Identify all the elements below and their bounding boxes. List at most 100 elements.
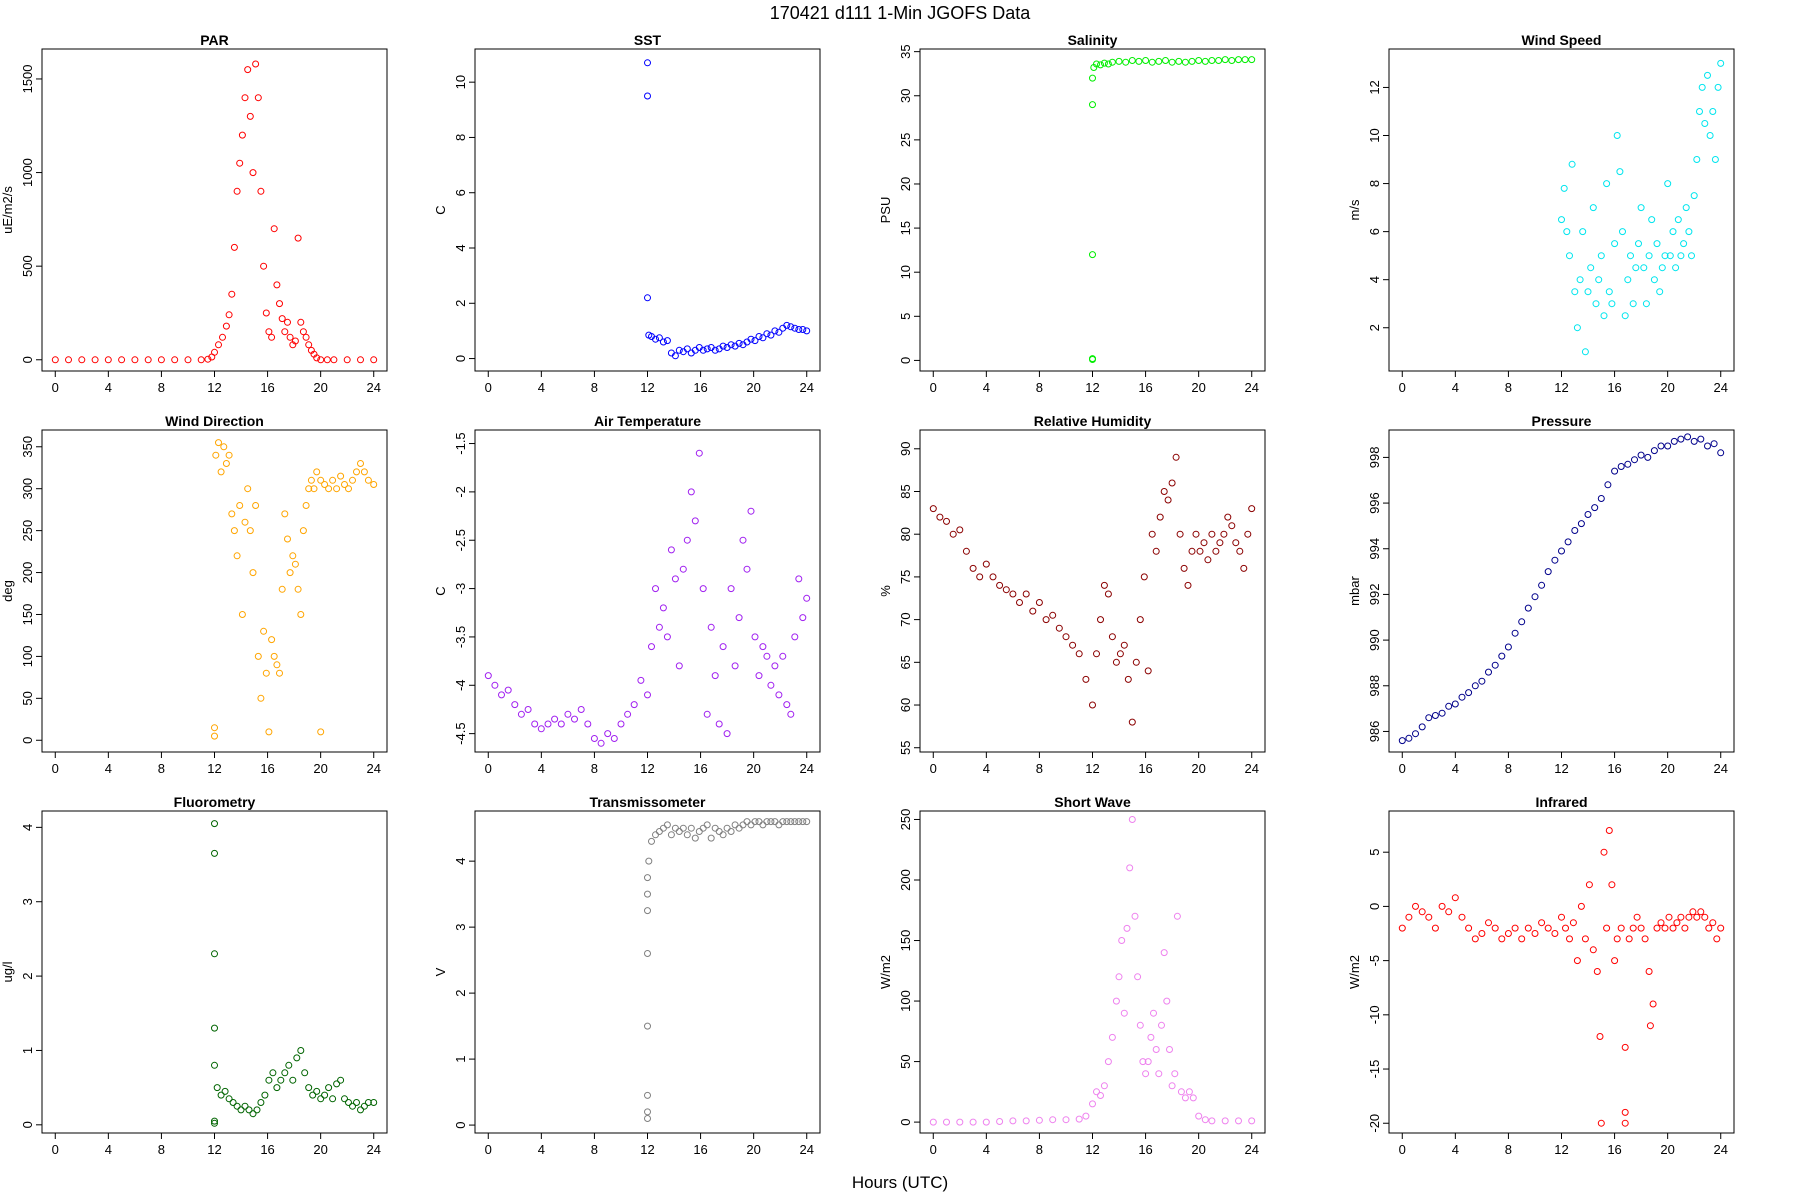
y-tick-label: 80 — [898, 527, 913, 541]
data-point — [1236, 547, 1244, 555]
data-point — [294, 234, 302, 242]
x-tick-label: 0 — [930, 1142, 937, 1157]
data-point — [1162, 57, 1169, 64]
data-point — [278, 315, 286, 323]
data-point — [759, 821, 767, 829]
x-tick-label: 4 — [1452, 1142, 1459, 1157]
data-point — [1650, 276, 1658, 284]
data-point — [771, 327, 779, 335]
plot-frame — [919, 810, 1266, 1134]
data-point — [294, 585, 302, 593]
panel-title: Short Wave — [1054, 794, 1131, 810]
data-point — [1685, 228, 1693, 236]
data-point — [1511, 924, 1519, 932]
data-point — [1677, 252, 1685, 260]
data-point — [1148, 530, 1156, 538]
data-point — [104, 356, 112, 364]
data-point — [787, 710, 795, 718]
data-point — [1581, 348, 1589, 356]
y-tick-label: 2 — [1367, 324, 1382, 331]
data-point — [1558, 216, 1565, 224]
data-point — [759, 334, 767, 342]
data-point — [253, 1106, 261, 1114]
data-point — [803, 327, 811, 335]
data-point — [1684, 433, 1692, 441]
data-point — [219, 333, 226, 341]
data-point — [265, 1076, 273, 1084]
data-point — [727, 341, 735, 349]
data-point — [144, 356, 152, 364]
panel-title: Wind Speed — [1522, 32, 1602, 48]
data-point — [341, 1095, 348, 1103]
data-point — [353, 1099, 360, 1106]
data-point — [1093, 60, 1100, 68]
data-point — [1189, 1094, 1197, 1102]
data-point — [1128, 816, 1136, 823]
data-point — [299, 328, 307, 336]
data-point — [197, 356, 205, 364]
data-point — [498, 691, 505, 699]
plot-frame — [1388, 429, 1735, 753]
data-point — [1619, 228, 1626, 236]
data-point — [791, 633, 799, 641]
data-point — [333, 485, 341, 493]
data-point — [648, 643, 655, 651]
data-point — [1160, 488, 1168, 495]
data-point — [1569, 919, 1577, 927]
data-point — [213, 1084, 221, 1092]
x-tick-label: 8 — [591, 380, 598, 395]
y-tick-label: 300 — [20, 478, 35, 500]
data-point — [245, 1106, 253, 1114]
data-point — [1188, 57, 1196, 65]
x-tick-label: 8 — [591, 1142, 598, 1157]
data-point — [1661, 924, 1669, 932]
data-point — [1009, 590, 1017, 598]
y-tick-label: 50 — [898, 1054, 913, 1068]
data-point — [663, 337, 671, 345]
data-point — [996, 581, 1004, 589]
data-point — [1627, 252, 1634, 260]
data-point — [1696, 108, 1703, 115]
figure-title: 170421 d111 1-Min JGOFS Data — [770, 3, 1031, 23]
data-point — [1142, 1070, 1150, 1078]
y-tick-label: 4 — [453, 244, 468, 251]
data-point — [262, 309, 270, 317]
y-tick-label: 75 — [898, 570, 913, 584]
data-point — [1062, 633, 1070, 641]
data-point — [246, 112, 254, 120]
data-point — [707, 623, 715, 631]
y-tick-label: 15 — [898, 221, 913, 235]
data-point — [1584, 511, 1592, 518]
y-tick-label: 100 — [20, 646, 35, 668]
data-point — [1644, 453, 1652, 461]
data-point — [131, 356, 139, 364]
data-point — [291, 337, 299, 345]
data-point — [1152, 1046, 1160, 1053]
data-point — [1713, 935, 1721, 943]
data-point — [969, 1118, 977, 1126]
data-point — [1158, 1021, 1165, 1029]
data-point — [1698, 83, 1706, 91]
x-tick-label: 8 — [158, 1142, 165, 1157]
y-tick-label: -3 — [453, 583, 468, 595]
data-point — [1152, 547, 1160, 555]
data-point — [1438, 902, 1446, 910]
data-point — [683, 536, 691, 544]
data-point — [1560, 184, 1568, 192]
data-point — [1181, 58, 1189, 66]
y-tick-label: 8 — [453, 134, 468, 141]
data-point — [1175, 57, 1183, 65]
data-point — [184, 356, 192, 364]
x-tick-label: 0 — [930, 380, 937, 395]
data-point — [317, 728, 325, 736]
x-tick-label: 8 — [1505, 1142, 1512, 1157]
data-point — [803, 594, 811, 602]
data-point — [617, 720, 625, 728]
data-point — [1144, 667, 1152, 675]
data-point — [1180, 564, 1188, 572]
x-tick-label: 8 — [1036, 1142, 1043, 1157]
data-point — [1035, 1116, 1043, 1124]
data-point — [284, 318, 291, 326]
